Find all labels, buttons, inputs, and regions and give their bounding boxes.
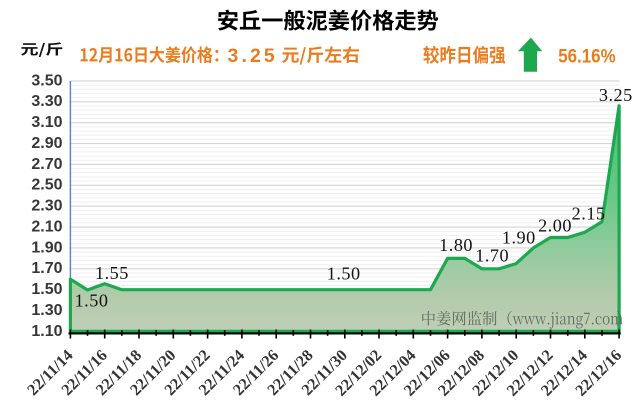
svg-text:2.00: 2.00 [538,215,572,235]
svg-text:1.90: 1.90 [502,227,536,247]
svg-text:1.10: 1.10 [31,323,62,340]
svg-text:2.70: 2.70 [31,156,62,173]
svg-text:3.30: 3.30 [31,93,62,110]
svg-text:3.50: 3.50 [31,72,62,89]
svg-text:2.90: 2.90 [31,135,62,152]
svg-text:3.25: 3.25 [599,85,633,105]
svg-text:1.70: 1.70 [31,260,62,277]
svg-text:1.80: 1.80 [439,235,473,255]
svg-text:1.70: 1.70 [475,245,509,265]
svg-text:3.10: 3.10 [31,114,62,131]
svg-text:1.50: 1.50 [327,264,361,284]
svg-text:1.90: 1.90 [31,239,62,256]
svg-text:2.15: 2.15 [572,203,606,223]
svg-text:2.30: 2.30 [31,198,62,215]
svg-text:1.55: 1.55 [95,263,129,283]
svg-text:3.25: 3.25 [228,45,278,67]
svg-text:1.30: 1.30 [31,302,62,319]
svg-text:1.50: 1.50 [31,281,62,298]
svg-text:2.50: 2.50 [31,177,62,194]
svg-text:2.10: 2.10 [31,218,62,235]
svg-text:56.16%: 56.16% [558,47,616,68]
svg-text:1.50: 1.50 [75,291,109,311]
